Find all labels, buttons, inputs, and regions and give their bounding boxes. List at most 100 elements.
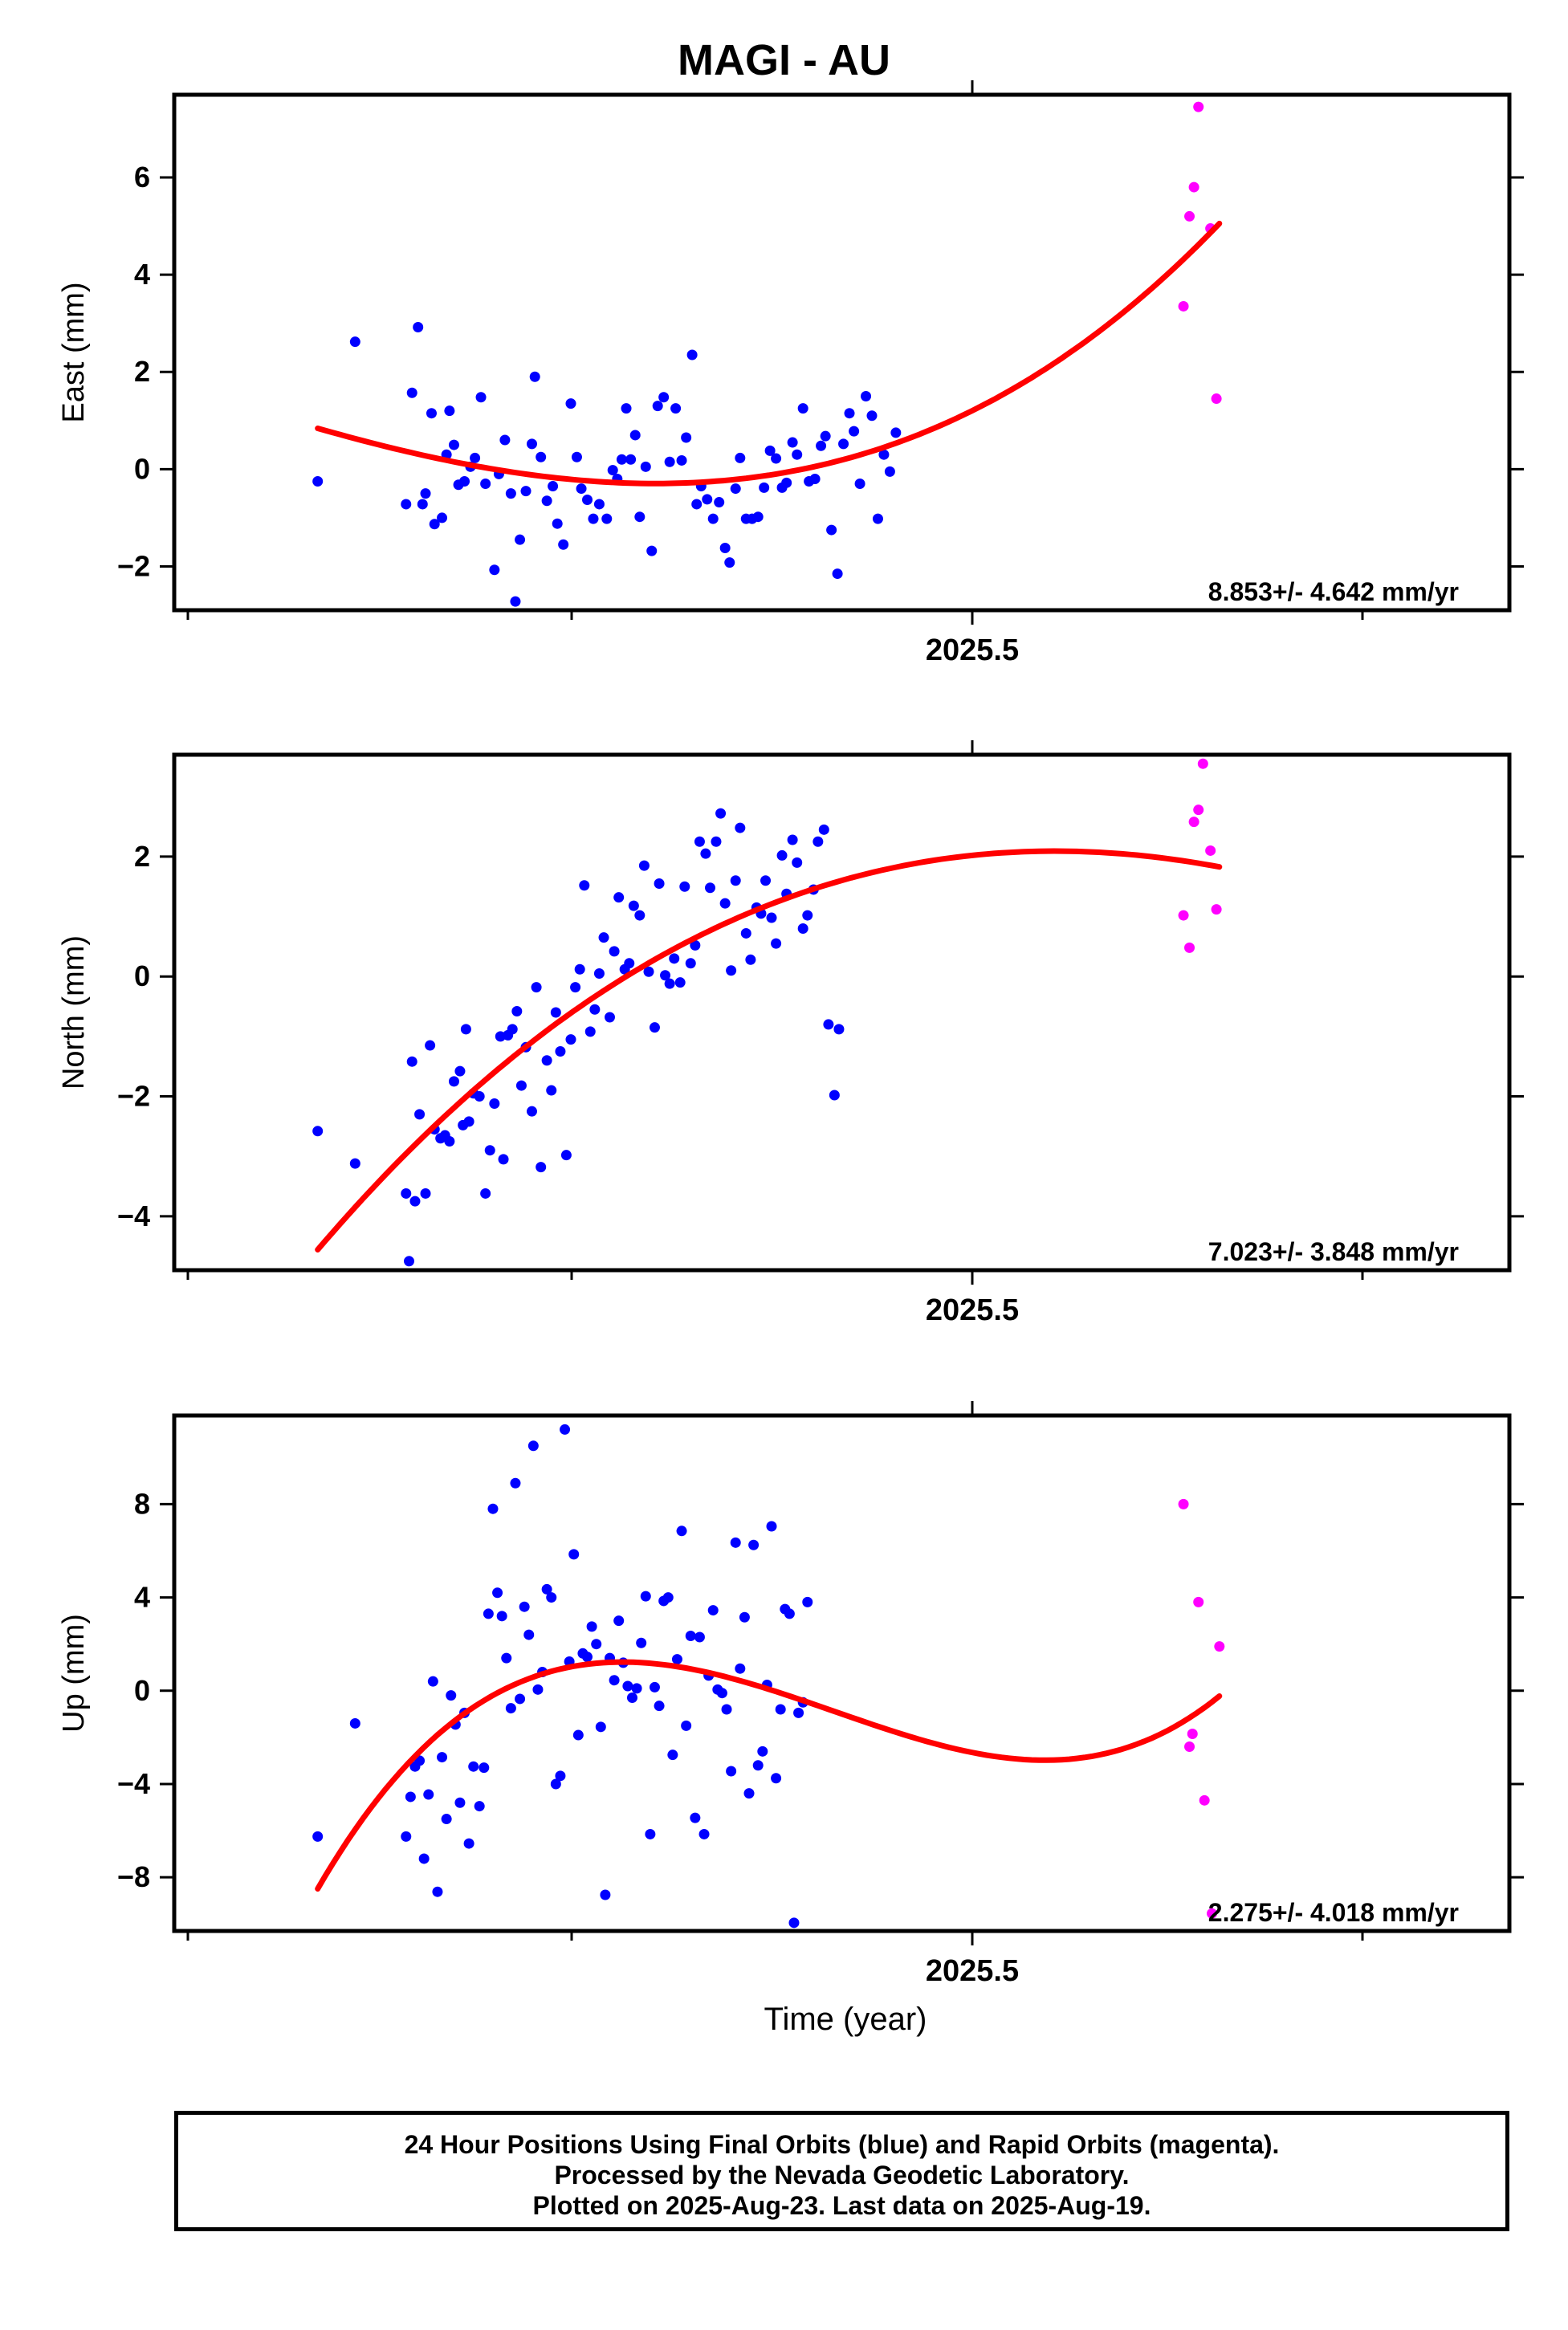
- panel-frame: [172, 1413, 1512, 1933]
- footer-box: 24 Hour Positions Using Final Orbits (bl…: [174, 2111, 1509, 2231]
- final-point: [474, 1801, 485, 1812]
- final-point: [671, 1654, 682, 1665]
- y-tick-label: 2: [134, 840, 150, 873]
- final-point: [686, 349, 698, 360]
- y-tick-label: −4: [117, 1200, 150, 1232]
- rapid-point: [1214, 1641, 1225, 1652]
- final-point: [674, 977, 686, 988]
- y-axis-label: East (mm): [57, 282, 91, 422]
- y-tick-label: −2: [117, 549, 150, 582]
- rapid-point: [1207, 1908, 1218, 1919]
- final-point: [519, 1601, 530, 1612]
- rapid-point: [1178, 910, 1189, 921]
- final-point: [541, 495, 552, 507]
- final-point: [797, 403, 808, 414]
- final-point: [427, 1676, 438, 1687]
- y-tick-label: −2: [117, 1080, 150, 1113]
- final-point: [526, 438, 537, 450]
- final-point: [776, 849, 788, 861]
- final-point: [771, 1773, 782, 1784]
- final-point: [743, 1788, 755, 1799]
- rapid-point: [1199, 1794, 1210, 1806]
- final-point: [409, 1196, 421, 1207]
- final-point: [536, 451, 547, 462]
- final-point: [690, 1812, 701, 1823]
- fit-curve: [315, 220, 1223, 487]
- final-point: [844, 408, 855, 419]
- final-point: [444, 405, 455, 417]
- final-point: [664, 978, 675, 989]
- final-point: [496, 1611, 507, 1622]
- final-point: [552, 518, 563, 529]
- final-point: [714, 497, 725, 508]
- final-point: [312, 1126, 324, 1137]
- rapid-point: [1211, 393, 1222, 405]
- final-point: [548, 481, 559, 492]
- final-point: [766, 1521, 777, 1532]
- rate-label: 8.853+/- 4.642 mm/yr: [1208, 577, 1459, 606]
- final-point: [660, 970, 671, 981]
- final-point: [735, 822, 746, 833]
- rapid-point: [1193, 805, 1204, 816]
- final-point: [631, 1683, 642, 1694]
- fit-curve: [315, 1659, 1223, 1892]
- final-point: [460, 1024, 471, 1035]
- final-point: [480, 479, 491, 490]
- y-tick-label: 0: [134, 959, 150, 992]
- final-point: [588, 513, 599, 524]
- final-point: [775, 1704, 786, 1715]
- final-point: [600, 1889, 611, 1900]
- final-point: [766, 912, 777, 923]
- final-point: [813, 836, 824, 847]
- rapid-point: [1184, 942, 1195, 953]
- final-point: [669, 953, 680, 964]
- final-point: [520, 486, 531, 497]
- final-point: [658, 392, 670, 403]
- final-point: [707, 1605, 719, 1616]
- final-point: [816, 440, 827, 451]
- final-point: [854, 479, 865, 490]
- final-point: [634, 511, 646, 523]
- final-point: [820, 430, 831, 442]
- final-point: [649, 1022, 660, 1033]
- final-point: [576, 483, 587, 495]
- rapid-point: [1178, 1498, 1189, 1509]
- final-point: [649, 1681, 660, 1693]
- final-point: [878, 449, 890, 460]
- final-point: [444, 1136, 455, 1147]
- final-point: [579, 880, 590, 891]
- final-point: [735, 1663, 746, 1674]
- final-point: [707, 513, 719, 524]
- final-point: [613, 1615, 625, 1627]
- final-point: [510, 1477, 521, 1489]
- final-point: [593, 967, 605, 979]
- final-point: [670, 403, 682, 414]
- final-point: [645, 1828, 656, 1839]
- final-point: [403, 1256, 414, 1267]
- final-point: [568, 1549, 580, 1560]
- final-point: [626, 1693, 637, 1704]
- final-point: [598, 932, 609, 943]
- final-point: [413, 322, 424, 333]
- y-tick-label: −8: [117, 1860, 150, 1893]
- final-point: [536, 1162, 547, 1173]
- final-point: [546, 1085, 557, 1096]
- final-point: [735, 452, 746, 463]
- final-point: [745, 954, 756, 965]
- final-point: [437, 512, 448, 523]
- final-point: [448, 1076, 459, 1087]
- final-point: [593, 499, 605, 510]
- rapid-point: [1193, 1596, 1204, 1607]
- final-point: [694, 836, 705, 847]
- final-point: [572, 1729, 584, 1741]
- final-point: [676, 454, 687, 466]
- final-point: [420, 488, 431, 499]
- final-point: [636, 1637, 647, 1648]
- final-point: [719, 542, 731, 553]
- final-point: [716, 1688, 727, 1699]
- final-point: [662, 1592, 674, 1603]
- final-point: [515, 534, 526, 545]
- final-point: [607, 465, 618, 476]
- final-point: [426, 408, 437, 419]
